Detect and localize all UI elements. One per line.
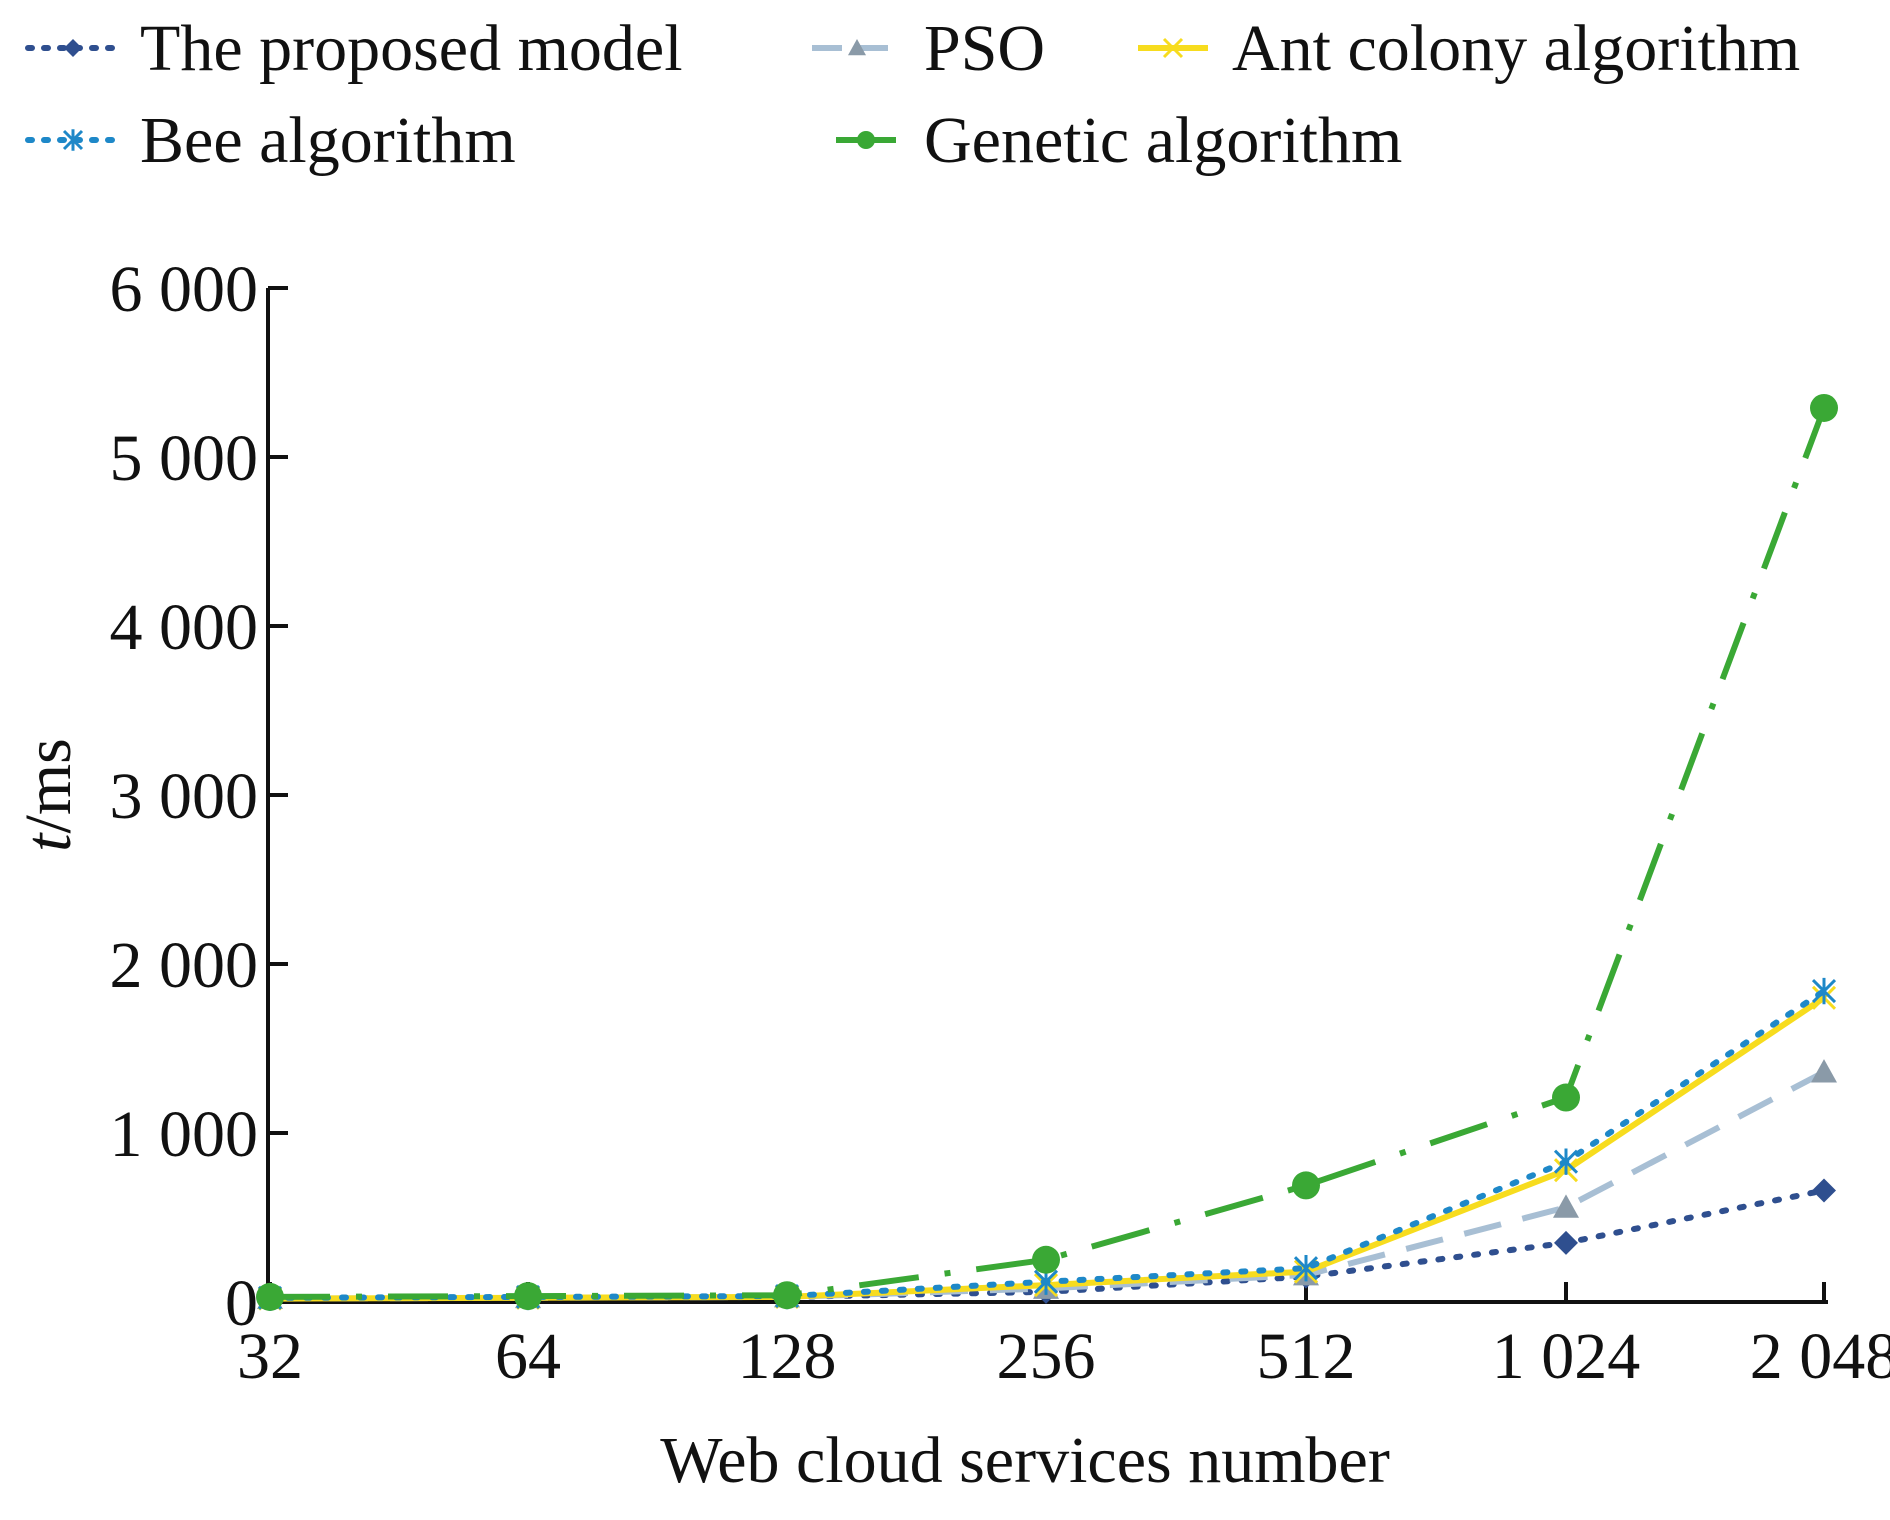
chart-legend: The proposed model PSO Ant colony algorith… <box>25 12 1800 177</box>
data-point-the-proposed-model <box>1812 1178 1836 1203</box>
y-tick-label: 4 000 <box>110 591 259 664</box>
legend-label: PSO <box>924 12 1045 85</box>
legend-item-bee-algorithm: Bee algorithm <box>25 104 516 177</box>
legend-item-ant-colony-algorithm: Ant colony algorithm <box>1138 12 1800 85</box>
legend-marker-ant-colony-algorithm <box>1162 37 1184 59</box>
data-point-genetic-algorithm <box>1810 393 1838 422</box>
y-ticks: 0 1 000 2 000 3 000 4 000 5 000 6 000 <box>110 253 288 1340</box>
y-axis-label-italic: t <box>12 832 85 852</box>
legend-label: Bee algorithm <box>140 104 516 177</box>
legend-label: Genetic algorithm <box>924 104 1402 177</box>
series-layer <box>256 393 1838 1311</box>
x-tick-label: 2 048 <box>1750 1320 1890 1393</box>
x-tick-label: 256 <box>997 1320 1096 1393</box>
data-point-the-proposed-model <box>1554 1230 1578 1255</box>
x-axis-label: Web cloud services number <box>660 1424 1390 1497</box>
legend-marker-pso <box>848 39 866 56</box>
data-point-pso <box>1811 1059 1837 1083</box>
y-tick-label: 3 000 <box>110 760 259 833</box>
x-tick-label: 32 <box>237 1320 303 1393</box>
y-tick-label: 5 000 <box>110 422 259 495</box>
x-tick-label: 512 <box>1257 1320 1356 1393</box>
x-tick-label: 64 <box>495 1320 561 1393</box>
data-point-genetic-algorithm <box>1292 1171 1320 1200</box>
data-point-pso <box>1553 1194 1579 1218</box>
legend-label: The proposed model <box>140 12 683 85</box>
chart-axes: 0 1 000 2 000 3 000 4 000 5 000 6 000 32 64 128 2… <box>110 253 1890 1393</box>
y-tick-label: 6 000 <box>110 253 259 326</box>
series-line-genetic-algorithm <box>269 406 1827 1300</box>
data-point-genetic-algorithm <box>773 1281 801 1310</box>
data-point-genetic-algorithm <box>1032 1245 1060 1274</box>
data-point-genetic-algorithm <box>256 1282 284 1311</box>
y-tick-label: 0 <box>225 1267 258 1340</box>
series-genetic-algorithm <box>256 393 1838 1311</box>
y-axis-label-unit: /ms <box>12 738 85 833</box>
legend-label: Ant colony algorithm <box>1232 12 1800 85</box>
data-point-bee-algorithm <box>1553 1148 1579 1175</box>
y-axis-label: t/ms <box>12 738 85 852</box>
x-tick-label: 128 <box>738 1320 837 1393</box>
data-point-bee-algorithm <box>1811 977 1837 1005</box>
legend-marker-bee-algorithm <box>62 129 84 151</box>
data-point-genetic-algorithm <box>514 1282 542 1311</box>
legend-item-genetic-algorithm: Genetic algorithm <box>836 104 1402 177</box>
x-tick-label: 1 024 <box>1492 1320 1641 1393</box>
legend-item-pso: PSO <box>812 12 1045 85</box>
data-point-bee-algorithm <box>1293 1255 1319 1282</box>
legend-marker-genetic-algorithm <box>857 131 875 149</box>
data-point-genetic-algorithm <box>1552 1083 1580 1112</box>
legend-item-the-proposed-model: The proposed model <box>25 12 683 85</box>
y-tick-label: 1 000 <box>110 1098 259 1171</box>
y-tick-label: 2 000 <box>110 929 259 1002</box>
legend-marker-the-proposed-model <box>64 39 82 57</box>
